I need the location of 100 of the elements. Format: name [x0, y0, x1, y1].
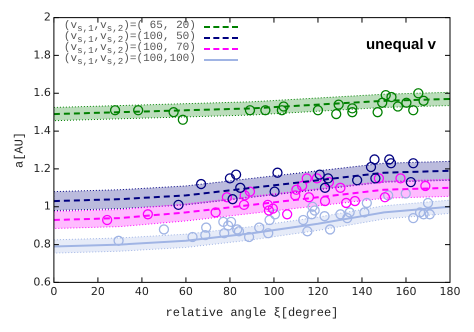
point — [196, 178, 206, 190]
point — [264, 214, 275, 226]
point — [335, 209, 346, 220]
y-tick-label: 0.8 — [33, 237, 51, 250]
point — [268, 203, 278, 214]
point — [113, 236, 124, 246]
point — [347, 103, 358, 114]
point — [414, 207, 426, 218]
point — [413, 88, 424, 98]
point — [278, 101, 289, 112]
point — [401, 98, 412, 108]
point — [307, 202, 318, 212]
y-tick-label: 1 — [44, 200, 51, 213]
x-tick-label: 20 — [90, 284, 105, 298]
point — [110, 105, 120, 116]
point — [306, 209, 317, 220]
point — [296, 180, 308, 192]
point — [260, 105, 271, 116]
point — [235, 182, 246, 193]
y-tick-label: 1.8 — [33, 48, 51, 62]
point — [222, 192, 232, 202]
annotation: unequal v — [366, 36, 436, 53]
x-tick-label: 60 — [178, 284, 193, 298]
y-tick-label: 2 — [44, 10, 51, 24]
point — [240, 190, 250, 201]
point — [302, 226, 313, 236]
point — [352, 175, 362, 186]
point — [238, 200, 250, 210]
point — [244, 105, 256, 116]
point — [372, 107, 383, 118]
point — [263, 228, 274, 238]
point — [350, 196, 360, 206]
x-tick-label: 120 — [307, 284, 328, 298]
point — [312, 105, 324, 116]
point — [270, 209, 280, 220]
point — [324, 224, 336, 235]
point — [244, 232, 254, 242]
point — [406, 177, 416, 188]
point — [320, 182, 330, 193]
point — [272, 168, 283, 178]
point — [227, 194, 238, 204]
point — [335, 182, 346, 193]
point — [200, 230, 210, 240]
point — [366, 162, 376, 172]
point — [173, 200, 184, 210]
x-tick-label: 40 — [134, 284, 149, 298]
point — [298, 214, 308, 226]
point — [374, 173, 384, 184]
point — [340, 198, 352, 208]
point — [386, 158, 396, 168]
point — [408, 212, 418, 224]
point — [359, 207, 370, 218]
point — [380, 192, 390, 202]
point — [244, 186, 256, 197]
point — [291, 184, 302, 195]
point — [319, 211, 330, 222]
point — [342, 212, 352, 224]
point — [304, 192, 314, 202]
point — [320, 196, 330, 206]
point — [219, 228, 230, 238]
point — [269, 186, 280, 197]
point — [312, 173, 322, 184]
point — [424, 209, 435, 220]
point — [290, 190, 300, 201]
y-tick-label: 0.6 — [33, 275, 51, 288]
point — [384, 154, 394, 165]
x-tick-label: 160 — [395, 284, 416, 298]
point — [369, 154, 380, 165]
y-tick-label: 1.4 — [33, 124, 51, 137]
point — [386, 92, 397, 102]
point — [347, 107, 358, 118]
point — [314, 169, 325, 180]
point — [218, 216, 228, 228]
point — [230, 169, 242, 180]
point — [383, 190, 394, 201]
point — [264, 205, 274, 216]
y-tick-label: 1.6 — [33, 86, 51, 100]
point — [408, 105, 418, 116]
x-tick-label: 140 — [351, 284, 372, 298]
point — [210, 207, 221, 218]
y-tick-label: 1.2 — [33, 162, 51, 175]
point — [168, 107, 179, 118]
point — [395, 173, 406, 184]
point — [133, 105, 144, 116]
x-tick-label: 100 — [263, 284, 284, 298]
point — [262, 200, 273, 210]
point — [142, 209, 154, 220]
point — [408, 158, 418, 168]
point — [380, 90, 391, 100]
point — [324, 177, 334, 188]
point — [102, 214, 112, 226]
point — [400, 188, 411, 199]
point — [201, 222, 212, 233]
point — [420, 180, 431, 192]
point — [158, 224, 170, 235]
point — [226, 216, 236, 228]
point — [418, 96, 429, 106]
point — [392, 101, 403, 112]
point — [422, 198, 434, 208]
point — [418, 209, 429, 220]
